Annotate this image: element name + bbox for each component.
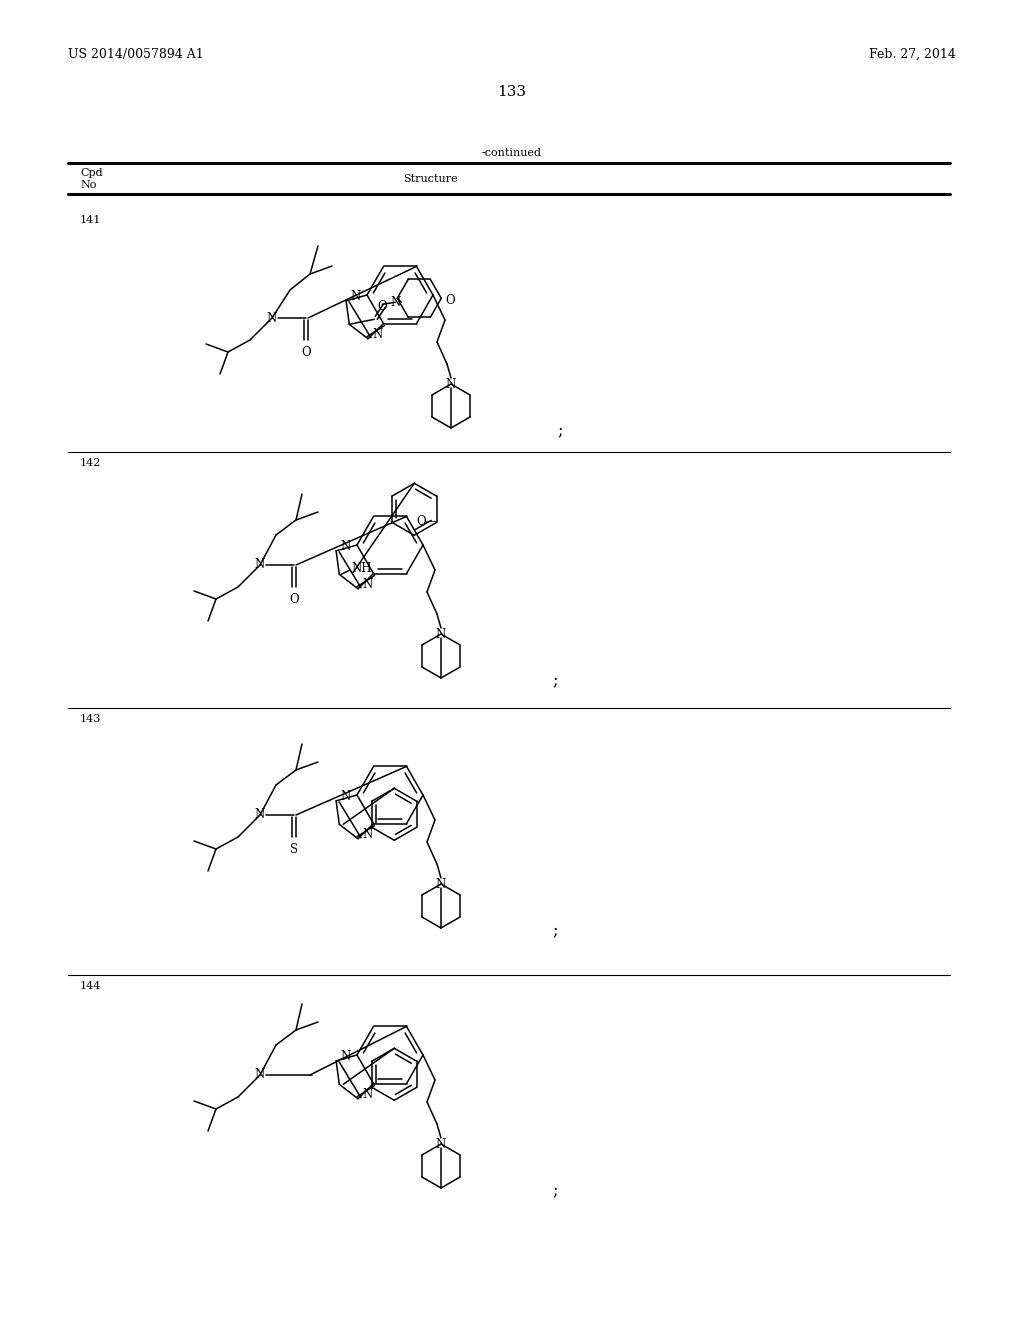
Text: N: N <box>255 1068 265 1081</box>
Text: N: N <box>436 627 446 640</box>
Text: N: N <box>267 312 278 325</box>
Text: Feb. 27, 2014: Feb. 27, 2014 <box>869 48 956 61</box>
Text: N: N <box>350 290 360 304</box>
Text: N: N <box>390 296 400 309</box>
Text: N: N <box>362 1088 373 1101</box>
Text: N: N <box>445 378 456 391</box>
Text: N: N <box>372 329 382 342</box>
Text: ;: ; <box>552 921 558 939</box>
Text: ;: ; <box>552 671 558 688</box>
Text: ;: ; <box>552 1181 558 1199</box>
Text: O: O <box>289 593 299 606</box>
Text: N: N <box>362 828 373 841</box>
Text: US 2014/0057894 A1: US 2014/0057894 A1 <box>68 48 204 61</box>
Text: -continued: -continued <box>482 148 542 158</box>
Text: 133: 133 <box>498 84 526 99</box>
Text: Cpd: Cpd <box>80 168 102 178</box>
Text: 141: 141 <box>80 215 101 224</box>
Text: No: No <box>80 180 96 190</box>
Text: 144: 144 <box>80 981 101 991</box>
Text: 143: 143 <box>80 714 101 723</box>
Text: N: N <box>340 791 350 804</box>
Text: O: O <box>301 346 311 359</box>
Text: N: N <box>255 558 265 572</box>
Text: S: S <box>290 843 298 855</box>
Text: N: N <box>436 1138 446 1151</box>
Text: N: N <box>340 540 350 553</box>
Text: Structure: Structure <box>402 174 458 183</box>
Text: N: N <box>436 878 446 891</box>
Text: ;: ; <box>557 421 563 438</box>
Text: N: N <box>362 578 373 591</box>
Text: O: O <box>445 294 455 306</box>
Text: N: N <box>255 808 265 821</box>
Text: O: O <box>378 300 387 313</box>
Text: N: N <box>340 1051 350 1064</box>
Text: O—: O— <box>417 515 437 528</box>
Text: 142: 142 <box>80 458 101 469</box>
Text: NH: NH <box>351 562 372 574</box>
